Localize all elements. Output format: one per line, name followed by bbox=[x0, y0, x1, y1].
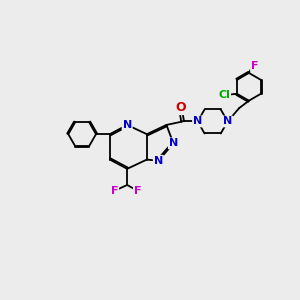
Text: O: O bbox=[175, 101, 186, 114]
Text: N: N bbox=[223, 116, 232, 127]
Text: N: N bbox=[169, 138, 178, 148]
Text: N: N bbox=[123, 120, 132, 130]
Text: F: F bbox=[134, 186, 141, 196]
Text: F: F bbox=[251, 61, 258, 71]
Text: F: F bbox=[111, 186, 118, 196]
Text: Cl: Cl bbox=[218, 90, 230, 100]
Text: N: N bbox=[193, 116, 202, 127]
Text: N: N bbox=[154, 156, 163, 166]
